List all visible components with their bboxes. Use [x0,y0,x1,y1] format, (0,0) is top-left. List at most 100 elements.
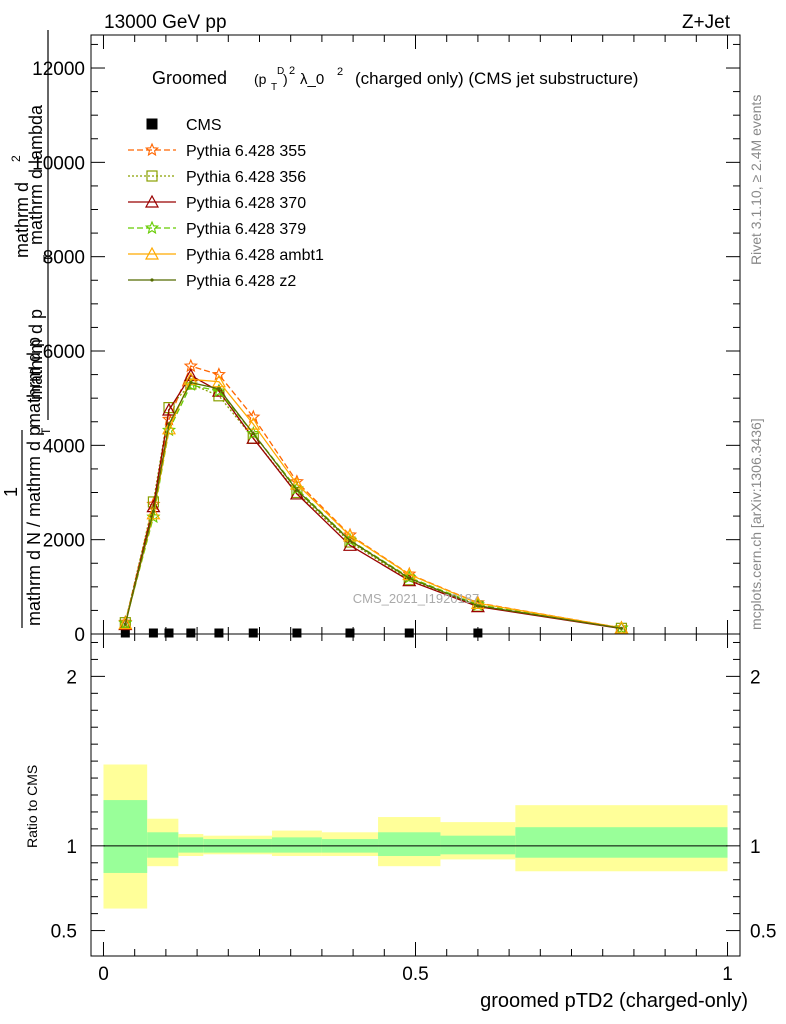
title-lambda-sup: 2 [337,66,343,78]
legend-entry: Pythia 6.428 z2 [128,273,296,290]
data-point [248,628,258,638]
data-point [344,536,356,548]
ratio-ytick-label-right: 0.5 [750,922,776,943]
svg-text:Groomed: Groomed [152,68,227,88]
svg-text:T: T [271,82,277,93]
ytick-label: 6000 [43,342,85,363]
ytick-label: 8000 [43,248,85,269]
data-point [123,622,127,626]
ratio-ytick-label: 1 [66,837,77,858]
xtick-label: 1 [722,964,733,985]
data-point [161,402,177,416]
data-point [120,628,130,638]
data-point [476,604,480,608]
svg-text:2: 2 [337,66,343,78]
data-point [470,597,485,611]
title-prefix: Groomed [152,68,227,88]
data-point [167,422,171,426]
data-point [146,506,161,520]
data-point [619,626,624,630]
ylabel-num-sup: 2 [9,155,23,162]
data-point [189,381,193,385]
header-right: Z+Jet [682,12,731,33]
legend-entry: Pythia 6.428 379 [128,220,306,238]
xlabel: groomed pTD2 (charged-only) [480,990,748,1012]
ratio-ylabel: Ratio to CMS [24,765,40,848]
svg-text:mathrm d: mathrm d [12,182,32,258]
svg-text:mathrm d p: mathrm d p [26,309,46,400]
ratio-band-inner [147,832,179,858]
ytick-label: 10000 [32,153,85,174]
rivet-label: Rivet 3.1.10, ≥ 2.4M events [748,95,764,265]
legend-marker [144,246,160,260]
ratio-ytick-label: 0.5 [51,922,77,943]
series-cms [120,628,483,638]
legend-label: CMS [186,117,222,134]
series-line [124,384,622,629]
title-lambda: λ_0 [300,71,324,88]
data-point [407,576,411,580]
data-point [345,628,355,638]
main-x-axis [102,35,729,634]
ratio-ytick-label-right: 2 [750,667,761,688]
main-y-axis: 0 2000 4000 6000 8000 10000 12000 [32,43,740,646]
title-math-sq: 2 [289,65,295,77]
svg-text:): ) [283,71,288,87]
title-math-close: ) [283,71,288,87]
data-point [614,620,629,635]
xtick-label: 0 [98,964,109,985]
legend-label: Pythia 6.428 379 [186,221,306,238]
legend-marker [144,194,160,208]
data-point [342,527,358,541]
mcplots-label: mcplots.cern.ch [arXiv:1306.3436] [748,418,764,630]
legend-label: Pythia 6.428 z2 [186,273,296,290]
header-left: 13000 GeV pp [104,12,227,33]
main-series-layer [118,358,629,638]
data-point [211,383,226,398]
legend-label: Pythia 6.428 355 [186,143,306,160]
ratio-bands-layer [103,764,728,909]
data-point [470,596,485,609]
ratio-band-inner [271,837,322,853]
svg-text:mathrm d lambda: mathrm d lambda [26,104,46,245]
data-point [118,615,133,630]
data-point [118,616,133,630]
data-point [292,628,302,638]
data-point [348,539,352,543]
svg-text:2: 2 [9,155,23,162]
title-math-sup: D [277,66,284,77]
ratio-band-inner [378,832,441,857]
svg-text:2: 2 [289,65,295,77]
data-point [217,387,221,391]
ytick-label: 0 [74,625,85,646]
data-point [148,628,158,638]
legend-marker [146,170,158,182]
ylabel-mid: mathrm d p [24,337,44,428]
legend: CMS Pythia 6.428 355 Pythia 6.428 356 Pythi… [128,117,324,290]
ratio-ytick-label: 2 [66,667,77,688]
series-pythia-6-428-z2 [123,381,624,630]
legend-label: Pythia 6.428 ambt1 [186,247,324,264]
data-point [295,488,299,492]
series-line [124,378,622,629]
data-point [161,422,177,437]
ratio-band-inner [440,835,516,855]
legend-entry: Pythia 6.428 355 [128,142,306,160]
data-point [211,367,226,381]
title-math-base: (p [254,71,267,87]
ratio-ytick-label-right: 1 [750,837,761,858]
legend-marker [144,220,160,235]
ratio-band-inner [103,800,148,873]
data-point [183,372,198,385]
svg-text:mathrm d N / mathrm d p: mathrm d N / mathrm d p [24,426,44,626]
ylabel-num-top: mathrm d [12,182,32,258]
ratio-band-inner [178,837,204,853]
ylabel-den: mathrm d p [26,309,46,400]
series-line [124,374,622,630]
xtick-label: 0.5 [402,964,428,985]
legend-label: Pythia 6.428 370 [186,195,306,212]
svg-text:(charged only) (CMS jet substr: (charged only) (CMS jet substructure) [355,69,638,88]
ytick-label: 4000 [43,436,85,457]
svg-text:(p: (p [254,71,267,87]
data-point [251,431,255,436]
